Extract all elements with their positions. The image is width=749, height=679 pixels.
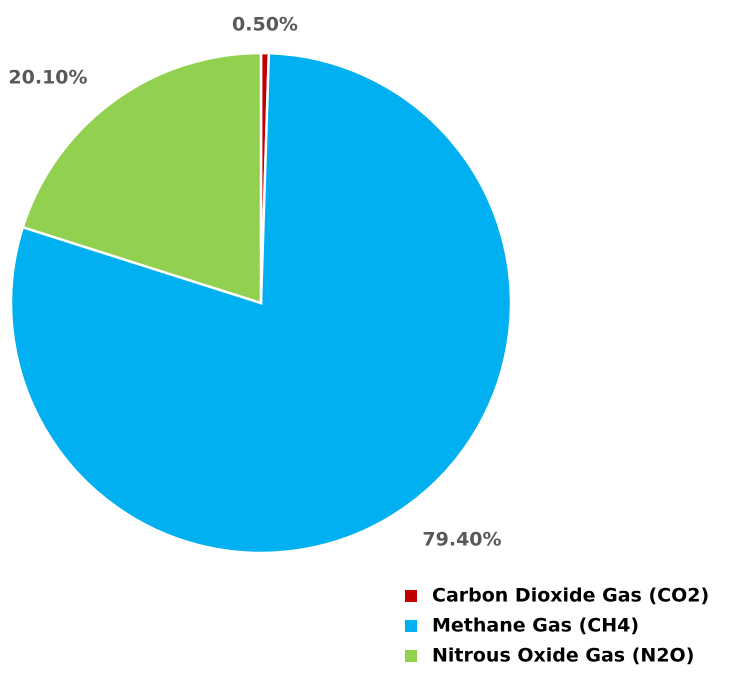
data-label: 79.40% bbox=[422, 529, 501, 551]
data-label: 20.10% bbox=[8, 67, 87, 89]
legend-label: Methane Gas (CH4) bbox=[432, 615, 639, 637]
legend-swatch bbox=[405, 590, 417, 602]
pie-slice bbox=[21, 51, 263, 305]
data-label: 0.50% bbox=[232, 14, 298, 36]
legend-label: Carbon Dioxide Gas (CO2) bbox=[432, 585, 709, 607]
legend-swatch bbox=[405, 620, 417, 632]
legend-label: Nitrous Oxide Gas (N2O) bbox=[432, 645, 694, 667]
legend-swatch bbox=[405, 650, 417, 662]
